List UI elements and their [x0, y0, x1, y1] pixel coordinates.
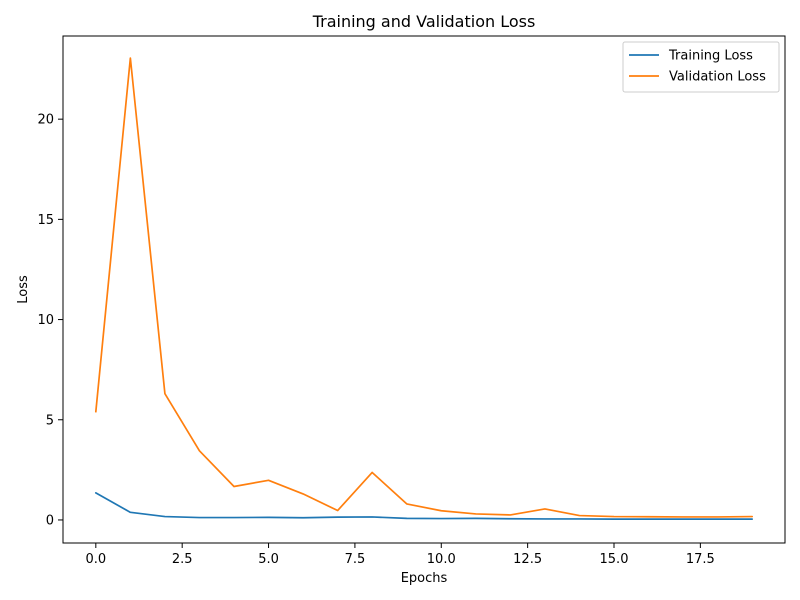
- x-tick-label: 12.5: [513, 552, 542, 567]
- training-loss-legend-label: Training Loss: [668, 49, 753, 64]
- legend-items: Training Loss Validation Loss: [629, 49, 766, 85]
- legend: Training Loss Validation Loss: [622, 41, 780, 93]
- y-axis-label: Loss: [16, 275, 31, 304]
- x-tick-label: 5.0: [258, 552, 279, 567]
- x-axis-ticks: 0.0 2.5 5.0 7.5 10.0 12.5 15.0 17.5: [85, 543, 715, 567]
- validation-loss-line: [94, 57, 754, 518]
- x-tick-label: 17.5: [686, 552, 715, 567]
- legend-frame: [622, 41, 780, 93]
- y-tick-label: 0: [46, 513, 54, 528]
- y-tick-label: 20: [37, 113, 54, 128]
- y-tick-label: 5: [46, 413, 54, 428]
- validation-loss-legend-label: Validation Loss: [669, 70, 766, 85]
- chart-title: Training and Validation Loss: [312, 12, 536, 31]
- x-tick-label: 2.5: [172, 552, 193, 567]
- x-tick-label: 15.0: [600, 552, 629, 567]
- training-loss-line: [94, 492, 754, 521]
- plot-frame: [62, 35, 786, 544]
- x-tick-label: 10.0: [427, 552, 456, 567]
- x-tick-label: 7.5: [345, 552, 366, 567]
- x-axis-label: Epochs: [401, 571, 448, 586]
- y-axis-ticks: 0 5 10 15 20: [37, 113, 63, 528]
- x-tick-label: 0.0: [85, 552, 106, 567]
- series-layer: [94, 57, 754, 521]
- y-tick-label: 15: [37, 213, 54, 228]
- y-tick-label: 10: [37, 313, 54, 328]
